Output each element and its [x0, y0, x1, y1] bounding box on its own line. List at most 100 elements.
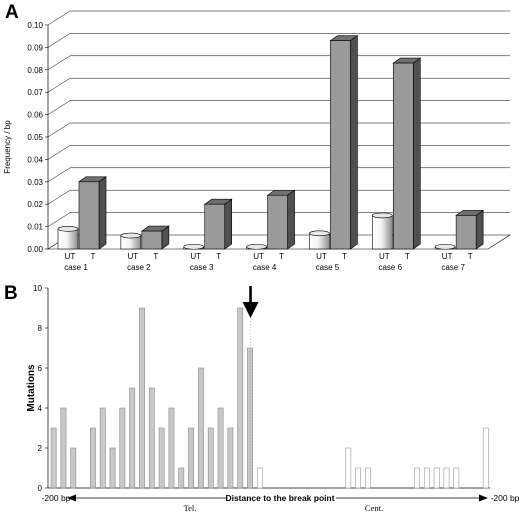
bar-label-t: T	[468, 252, 473, 261]
y-tick-label: 0.08	[27, 66, 43, 75]
bar-centromeric	[345, 447, 352, 489]
panel-b-letter: B	[4, 283, 18, 304]
bar-ut-top	[183, 243, 205, 250]
bar-telomeric	[217, 407, 224, 489]
bar-ut-top	[246, 243, 267, 250]
y-tick-label: 0.02	[27, 200, 43, 209]
panel-a-bars	[57, 35, 485, 250]
bar-ut-body	[57, 228, 79, 250]
y-tick-label: 0.04	[27, 155, 43, 164]
bar-t-front	[267, 194, 288, 250]
bar-t-front	[392, 62, 414, 250]
gridline	[47, 212, 510, 227]
x-right-extent-label: -200 bp	[491, 493, 520, 503]
panel-b-x-axis-title: Distance to the break point	[225, 493, 334, 503]
category-label: case 1	[64, 263, 88, 272]
bar-centromeric	[414, 467, 420, 489]
bar-telomeric	[188, 427, 195, 489]
b-y-tick-label: 10	[33, 284, 42, 293]
bar-ut	[183, 243, 205, 250]
bar-ut-top	[434, 243, 456, 250]
bar-t-side	[224, 198, 233, 250]
bar-centromeric	[443, 467, 450, 489]
y-tick-label: 0.09	[27, 43, 43, 52]
bar-telomeric	[148, 387, 155, 489]
arrow-head	[242, 302, 259, 318]
bar-telomeric	[198, 367, 204, 489]
bar-t-front	[330, 40, 351, 250]
bar-label-t: T	[91, 252, 96, 261]
bar-ut	[434, 243, 456, 250]
bar-centromeric	[355, 467, 361, 489]
bar-t-front	[455, 215, 477, 250]
bar-t	[392, 57, 422, 250]
bar-label-ut: UT	[379, 252, 390, 261]
bar-telomeric	[247, 347, 253, 489]
bar-t-side	[350, 35, 358, 250]
bar-telomeric	[60, 407, 67, 489]
bar-telomeric	[70, 447, 77, 489]
bar-t	[455, 209, 485, 250]
bar-ut-top	[309, 230, 330, 237]
bar-t-side	[287, 189, 295, 250]
bar-label-t: T	[342, 252, 347, 261]
panel-b-x-axis: -200 bp -200 bp Distance to the break po…	[42, 493, 520, 513]
y-tick-label: 0.00	[27, 245, 43, 254]
category-label: case 4	[253, 263, 277, 272]
gridline	[47, 100, 510, 115]
bar-ut-top	[371, 212, 393, 219]
x-left-extent-label: -200 bp	[42, 493, 71, 503]
bar-telomeric	[158, 427, 165, 489]
bar-label-ut: UT	[65, 252, 76, 261]
y-tick-label: 0.07	[27, 88, 43, 97]
centromeric-side-label: Cent.	[365, 503, 383, 513]
arrow-left-head	[67, 494, 76, 502]
bar-t-side	[475, 209, 484, 250]
gridline	[47, 189, 510, 205]
bar-centromeric	[433, 467, 440, 489]
y-tick-label: 0.10	[27, 21, 43, 30]
bar-centromeric	[365, 467, 371, 489]
bar-telomeric	[129, 387, 136, 489]
bar-centromeric	[256, 467, 263, 489]
gridline	[47, 122, 510, 138]
bar-telomeric	[109, 447, 116, 489]
bar-label-ut: UT	[316, 252, 327, 261]
bar-telomeric	[237, 307, 244, 489]
bar-label-ut: UT	[128, 252, 139, 261]
bar-t	[140, 225, 170, 250]
gridline	[47, 77, 510, 93]
bar-telomeric	[139, 307, 145, 489]
arrow-right-head	[479, 494, 488, 502]
bar-telomeric	[207, 427, 214, 489]
bar-ut	[246, 243, 267, 250]
category-label: case 5	[316, 263, 340, 272]
bar-label-t: T	[153, 252, 158, 261]
y-tick-label: 0.06	[27, 111, 43, 120]
b-y-tick-label: 4	[38, 404, 43, 413]
category-label: case 2	[127, 263, 151, 272]
bar-telomeric	[227, 427, 234, 489]
y-tick-label: 0.01	[27, 223, 43, 232]
panel-a-y-axis-title: Frequency / bp	[3, 120, 12, 174]
bar-t-front	[141, 230, 163, 250]
gridline	[47, 10, 510, 26]
panel-b-bars	[50, 307, 489, 489]
panel-a-y-axis: 0.00 0.01 0.02 0.03 0.04 0.05 0.06 0.07 0.08 0.09…	[27, 21, 48, 254]
bar-ut	[371, 212, 393, 250]
y-tick-label: 0.03	[27, 178, 43, 187]
bar-label-t: T	[216, 252, 221, 261]
b-y-tick-label: 2	[38, 444, 43, 453]
category-label: case 6	[378, 263, 402, 272]
bar-t-front	[204, 203, 226, 250]
bar-telomeric	[178, 467, 185, 489]
bar-centromeric	[423, 467, 430, 489]
break-point-arrow	[242, 286, 259, 486]
bar-ut-body	[371, 215, 393, 250]
bar-ut	[120, 232, 142, 250]
gridline	[47, 33, 510, 48]
bar-ut-top	[57, 226, 79, 232]
panel-a-letter: A	[5, 2, 19, 23]
bar-centromeric	[453, 467, 460, 489]
